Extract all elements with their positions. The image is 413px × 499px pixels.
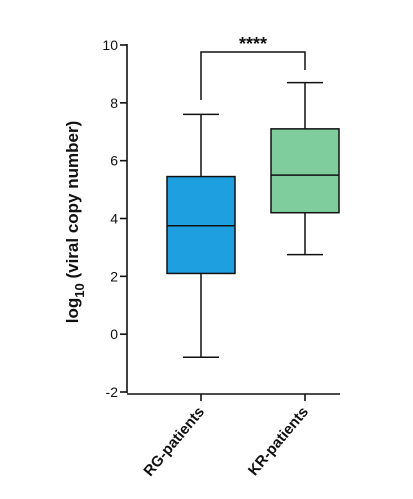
y-tick-label: 2 xyxy=(110,268,118,284)
y-axis: -2 0 2 4 6 8 10 xyxy=(102,37,128,400)
y-tick-label: 4 xyxy=(110,211,118,227)
y-tick-label: 8 xyxy=(110,95,118,111)
y-axis-label: log10 (viral copy number) xyxy=(63,121,87,323)
x-axis: RG-patients KR-patients xyxy=(127,393,340,480)
y-axis-label-subscript: 10 xyxy=(72,283,87,297)
box-series xyxy=(166,81,340,359)
y-axis-label-rest: (viral copy number) xyxy=(63,121,82,283)
box-kr-patients xyxy=(270,81,340,256)
x-tick-label: RG-patients xyxy=(140,404,208,480)
significance-bracket xyxy=(200,51,306,100)
box-rg-patients xyxy=(166,113,236,359)
iqr-box xyxy=(270,128,340,214)
x-tick-label: KR-patients xyxy=(245,404,312,479)
significance-label: **** xyxy=(239,34,267,54)
y-tick-label: 6 xyxy=(110,153,118,169)
significance-annotation: **** xyxy=(200,34,306,100)
y-tick-label: 10 xyxy=(102,37,118,53)
y-tick-label: -2 xyxy=(106,384,119,400)
y-tick-label: 0 xyxy=(110,326,118,342)
y-axis-label-base: log xyxy=(63,298,82,324)
